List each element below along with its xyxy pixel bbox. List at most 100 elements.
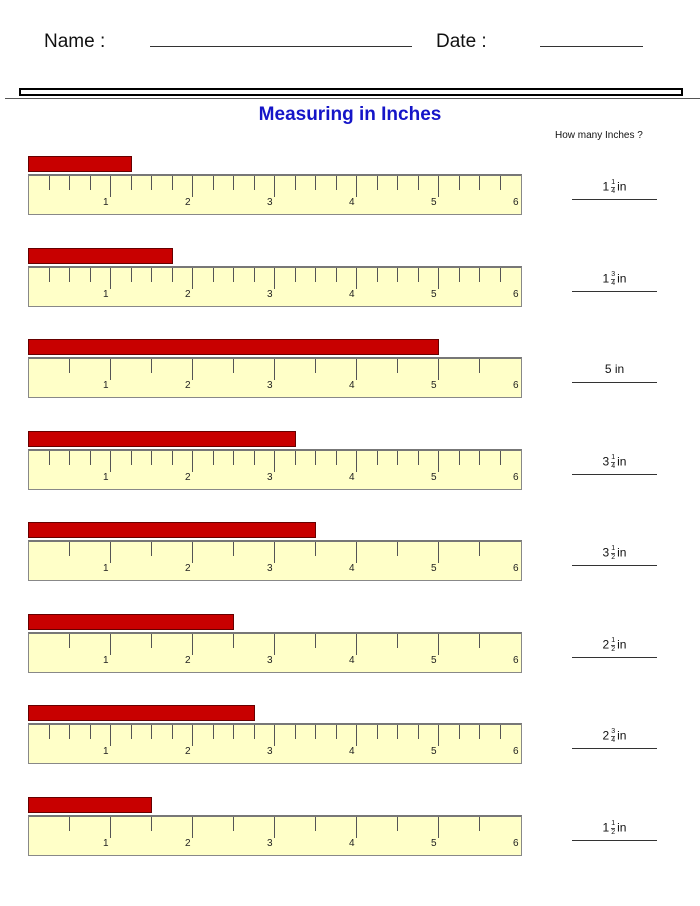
inch-tick — [192, 267, 193, 289]
measured-bar — [28, 613, 234, 630]
ruler-number: 3 — [267, 654, 273, 666]
fraction-tick — [335, 267, 337, 282]
fraction-tick — [233, 816, 234, 831]
ruler: 1 2 3 4 5 6 — [28, 174, 522, 215]
answer-unit: in — [614, 362, 625, 376]
fraction-tick — [315, 450, 316, 465]
ruler-number: 4 — [349, 654, 355, 666]
fraction-tick — [397, 633, 398, 648]
fraction-tick — [69, 359, 70, 373]
ruler-number: 5 — [431, 471, 437, 483]
fraction-tick — [253, 725, 255, 739]
measured-bar — [28, 522, 316, 538]
ruler-number: 2 — [185, 654, 191, 666]
fraction-tick — [315, 542, 316, 556]
fraction-tick — [397, 816, 398, 831]
ruler: 1 2 3 4 5 6 — [28, 540, 522, 581]
ruler-number: 1 — [103, 563, 109, 574]
fraction-tick — [212, 450, 214, 465]
fraction-tick — [376, 267, 378, 282]
fraction-tick — [151, 450, 152, 465]
answer-unit: in — [617, 179, 627, 194]
exercise-row: 1 2 3 4 5 6 1 1 2 in — [0, 796, 700, 889]
inch-tick — [438, 725, 439, 746]
ruler-number: 2 — [185, 563, 191, 574]
header-divider-box — [19, 88, 683, 96]
ruler-number: 3 — [267, 380, 273, 391]
fraction-tick — [89, 450, 91, 465]
ruler-number: 5 — [431, 288, 437, 300]
inch-tick — [356, 542, 357, 563]
answer-whole: 2 — [602, 728, 610, 743]
answer-unit: in — [617, 545, 627, 560]
fraction-tick — [233, 176, 234, 190]
fraction-tick — [479, 725, 480, 739]
inch-tick — [192, 176, 193, 197]
inch-tick — [110, 725, 111, 746]
fraction-tick — [253, 176, 255, 190]
fraction-tick — [315, 267, 316, 282]
ruler-number: 3 — [267, 288, 273, 300]
fraction-tick — [130, 725, 132, 739]
inch-tick — [274, 542, 275, 563]
fraction-tick — [376, 176, 378, 190]
answer-field: 2 3 4 in — [572, 728, 657, 749]
inch-tick — [356, 633, 357, 655]
name-line — [150, 46, 412, 47]
exercise-row: 1 2 3 4 5 6 5 in — [0, 339, 700, 431]
fraction-denominator: 4 — [611, 462, 616, 470]
fraction-numerator: 1 — [611, 453, 616, 463]
fraction-tick — [479, 633, 480, 648]
fraction-numerator: 1 — [611, 179, 616, 188]
inch-tick — [192, 542, 193, 563]
inch-tick — [274, 633, 275, 655]
measured-bar — [28, 796, 152, 813]
fraction-tick — [417, 450, 419, 465]
fraction-tick — [48, 267, 50, 282]
inch-tick — [274, 725, 275, 746]
fraction-tick — [315, 359, 316, 373]
fraction-tick — [376, 450, 378, 465]
ruler-number: 2 — [185, 288, 191, 300]
fraction-tick — [171, 267, 173, 282]
inch-tick — [274, 267, 275, 289]
fraction-tick — [458, 725, 460, 739]
fraction-denominator: 2 — [611, 554, 616, 561]
measured-bar — [28, 705, 255, 721]
fraction-denominator: 4 — [611, 737, 616, 744]
measured-bar — [28, 156, 132, 172]
fraction-tick — [479, 542, 480, 556]
fraction-tick — [233, 359, 234, 373]
ruler-number: 5 — [431, 563, 437, 574]
answer-whole: 5 — [604, 362, 615, 376]
fraction-tick — [233, 725, 234, 739]
answer-field: 2 1 2 in — [572, 637, 657, 658]
ruler-number: 2 — [185, 746, 191, 757]
inch-tick — [274, 816, 275, 838]
fraction-denominator: 4 — [611, 188, 616, 195]
exercise-row: 1 2 3 4 5 6 3 1 4 in — [0, 430, 700, 523]
answer-unit: in — [617, 271, 627, 286]
answer-whole: 1 — [602, 820, 610, 835]
fraction-tick — [253, 450, 255, 465]
ruler-number: 1 — [103, 471, 109, 483]
ruler-number: 4 — [349, 380, 355, 391]
inch-tick — [438, 450, 439, 472]
fraction-tick — [397, 450, 398, 465]
fraction-tick — [397, 725, 398, 739]
answer-whole: 1 — [602, 179, 610, 194]
answer-whole: 3 — [602, 454, 610, 469]
ruler-number: 4 — [349, 837, 355, 849]
answer-field: 1 1 2 in — [572, 820, 657, 841]
fraction-tick — [376, 725, 378, 739]
inch-tick — [110, 267, 111, 289]
inch-tick — [356, 816, 357, 838]
fraction-tick — [212, 176, 214, 190]
fraction-tick — [458, 450, 460, 465]
fraction-tick — [499, 450, 501, 465]
fraction-tick — [397, 176, 398, 190]
ruler: 1 2 3 4 5 6 — [28, 723, 522, 764]
